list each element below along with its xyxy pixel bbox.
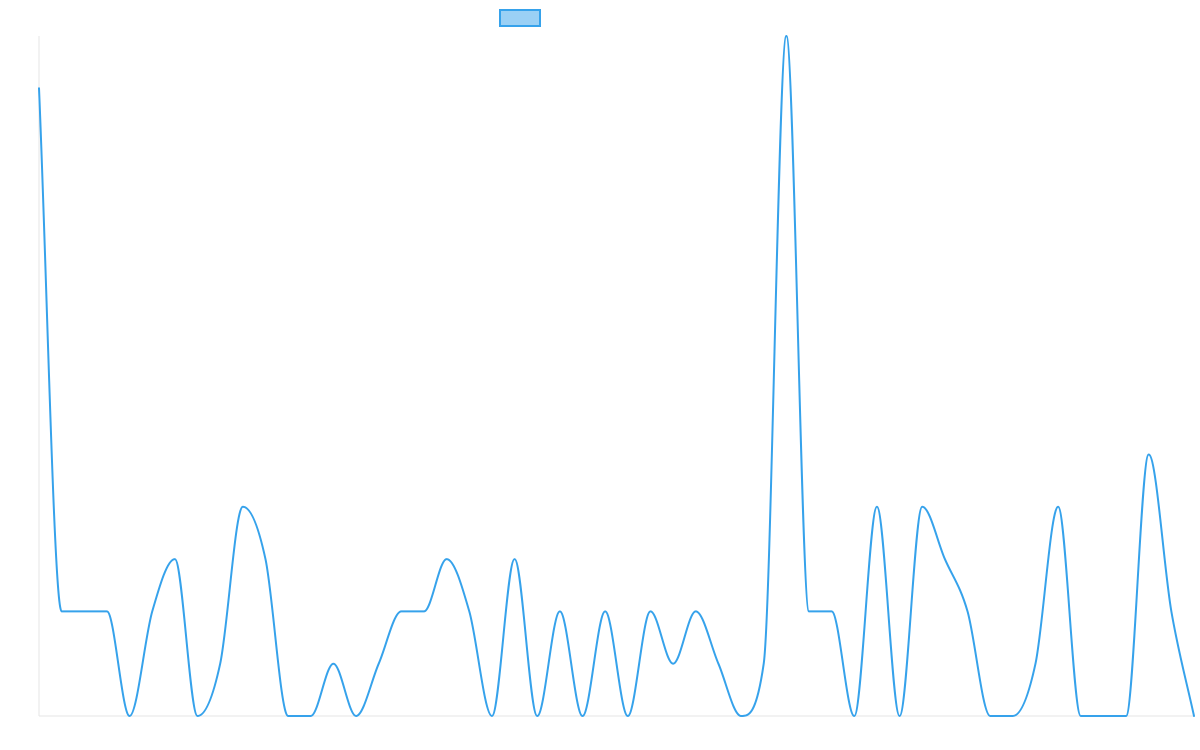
data-point-0-2 [81,608,87,614]
data-point-0-24 [580,713,586,719]
data-point-0-6 [172,556,178,562]
data-point-0-16 [398,608,404,614]
data-point-0-51 [1191,713,1197,719]
data-point-0-29 [693,608,699,614]
data-point-0-19 [466,608,472,614]
data-point-0-21 [512,556,518,562]
data-point-0-20 [489,713,495,719]
data-point-0-50 [1168,608,1174,614]
data-point-0-1 [59,608,65,614]
data-point-0-43 [1010,713,1016,719]
data-point-0-36 [851,713,857,719]
series-layer [36,33,1197,719]
data-point-0-22 [534,713,540,719]
data-point-0-0 [36,85,42,91]
data-point-0-45 [1055,504,1061,510]
data-point-0-17 [421,608,427,614]
data-point-0-7 [195,713,201,719]
data-point-0-32 [761,661,767,667]
data-point-0-27 [647,608,653,614]
data-point-0-47 [1100,713,1106,719]
axes [38,36,1194,717]
data-point-0-14 [353,713,359,719]
data-point-0-26 [625,713,631,719]
data-point-0-30 [715,661,721,667]
data-point-0-48 [1123,713,1129,719]
data-point-0-8 [217,661,223,667]
data-point-0-37 [874,504,880,510]
data-point-0-31 [738,713,744,719]
data-point-0-13 [330,661,336,667]
data-point-0-35 [829,608,835,614]
data-point-0-33 [783,33,789,39]
data-point-0-9 [240,504,246,510]
data-point-0-12 [308,713,314,719]
data-point-0-5 [149,608,155,614]
data-point-0-10 [262,556,268,562]
data-point-0-11 [285,713,291,719]
data-point-0-23 [557,608,563,614]
data-point-0-40 [942,556,948,562]
series-line-0 [38,35,1195,717]
data-point-0-28 [670,661,676,667]
data-point-0-38 [897,713,903,719]
data-point-0-39 [919,504,925,510]
data-point-0-46 [1078,713,1084,719]
legend[interactable] [499,9,541,27]
data-point-0-18 [444,556,450,562]
data-point-0-42 [987,713,993,719]
legend-swatch[interactable] [499,9,541,27]
data-point-0-44 [1032,661,1038,667]
data-point-0-49 [1146,451,1152,457]
data-point-0-15 [376,661,382,667]
data-point-0-3 [104,608,110,614]
data-point-0-4 [127,713,133,719]
data-point-0-34 [806,608,812,614]
data-point-0-25 [602,608,608,614]
data-point-0-41 [965,608,971,614]
